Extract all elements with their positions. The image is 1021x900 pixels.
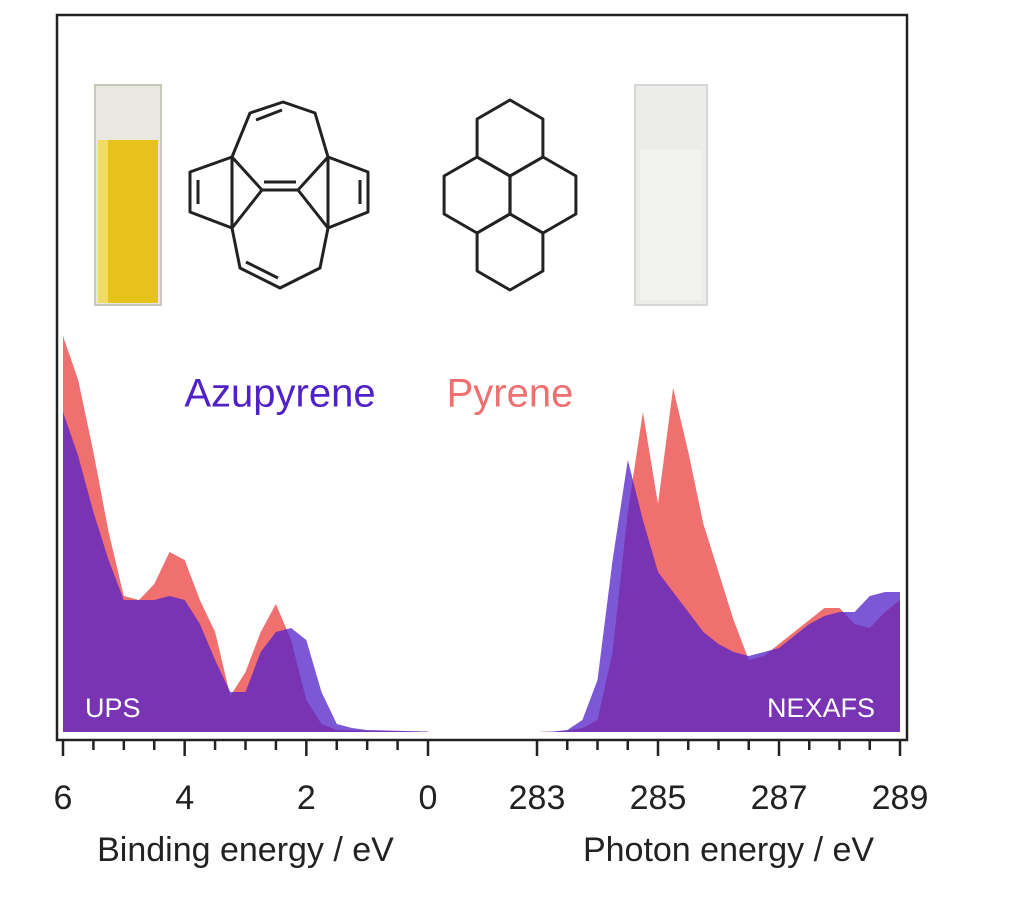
area — [537, 460, 900, 732]
area — [63, 412, 428, 732]
frame — [55, 13, 909, 742]
x-tick-label: 289 — [872, 779, 929, 817]
plots — [63, 336, 900, 732]
x-tick-label: 287 — [751, 779, 808, 817]
cuvette-yellow — [94, 84, 162, 306]
legend-entry: Azupyrene — [184, 372, 375, 416]
x-tick-label: 2 — [297, 779, 316, 817]
azupyrene-structure — [188, 100, 370, 290]
x-tick-label: 4 — [175, 779, 194, 817]
x-tick-label: 285 — [630, 779, 687, 817]
panel-label: NEXAFS — [767, 693, 875, 723]
x-tick-label: 0 — [419, 779, 438, 817]
x-axis-label: Binding energy / eV — [97, 831, 394, 869]
cuvette-clear — [634, 84, 708, 306]
ring — [475, 98, 545, 178]
pyrene-structure — [442, 98, 578, 292]
x-axis-label: Photon energy / eV — [583, 831, 874, 869]
x-tick-label: 283 — [509, 779, 566, 817]
panel-label: UPS — [85, 693, 141, 723]
ring — [475, 212, 545, 292]
x-tick-label: 6 — [54, 779, 73, 817]
legend-entry: Pyrene — [447, 372, 574, 416]
